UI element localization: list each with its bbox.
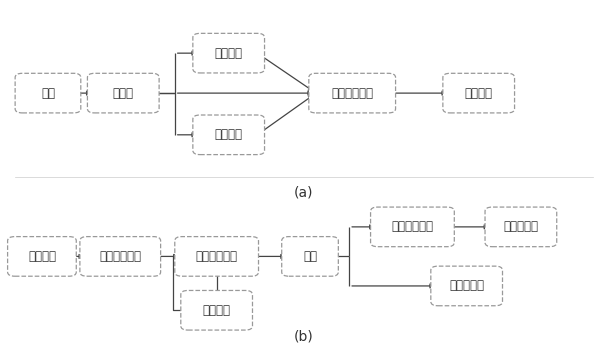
FancyBboxPatch shape bbox=[80, 237, 161, 276]
Text: 电源监控电路: 电源监控电路 bbox=[392, 220, 434, 233]
FancyBboxPatch shape bbox=[485, 207, 557, 247]
FancyBboxPatch shape bbox=[443, 73, 514, 113]
Text: 整流滤波电路: 整流滤波电路 bbox=[196, 250, 238, 263]
Text: 接收线圈: 接收线圈 bbox=[28, 250, 56, 263]
FancyBboxPatch shape bbox=[309, 73, 396, 113]
Text: 驱动电路: 驱动电路 bbox=[215, 128, 243, 141]
FancyBboxPatch shape bbox=[88, 73, 159, 113]
Text: 控制电路: 控制电路 bbox=[215, 47, 243, 60]
FancyBboxPatch shape bbox=[370, 207, 454, 247]
FancyBboxPatch shape bbox=[282, 237, 338, 276]
FancyBboxPatch shape bbox=[193, 33, 264, 73]
Text: (b): (b) bbox=[294, 329, 314, 343]
FancyBboxPatch shape bbox=[431, 266, 502, 306]
Text: 发射线圈: 发射线圈 bbox=[465, 86, 492, 100]
FancyBboxPatch shape bbox=[15, 73, 81, 113]
FancyBboxPatch shape bbox=[193, 115, 264, 155]
Text: 电源: 电源 bbox=[41, 86, 55, 100]
Text: 电池: 电池 bbox=[303, 250, 317, 263]
Text: 变压器: 变压器 bbox=[112, 86, 134, 100]
Text: (a): (a) bbox=[294, 185, 314, 199]
Text: 外部程控仳: 外部程控仳 bbox=[503, 220, 538, 233]
FancyBboxPatch shape bbox=[181, 291, 252, 330]
Text: 第二变频电路: 第二变频电路 bbox=[99, 250, 141, 263]
Text: 心脏起搪器: 心脏起搪器 bbox=[449, 280, 484, 292]
Text: 反馈电路: 反馈电路 bbox=[202, 304, 230, 317]
Text: 第一变频电路: 第一变频电路 bbox=[331, 86, 373, 100]
FancyBboxPatch shape bbox=[7, 237, 76, 276]
FancyBboxPatch shape bbox=[174, 237, 258, 276]
